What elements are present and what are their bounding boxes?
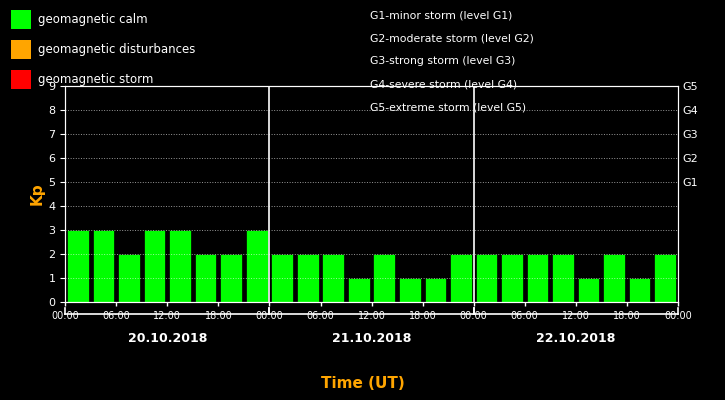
Bar <box>450 254 472 302</box>
Bar <box>67 230 89 302</box>
Text: geomagnetic calm: geomagnetic calm <box>38 13 148 26</box>
Bar <box>144 230 165 302</box>
Text: geomagnetic disturbances: geomagnetic disturbances <box>38 43 196 56</box>
Bar <box>220 254 242 302</box>
Text: G5-extreme storm (level G5): G5-extreme storm (level G5) <box>370 103 526 113</box>
Bar <box>501 254 523 302</box>
Text: G2-moderate storm (level G2): G2-moderate storm (level G2) <box>370 33 534 43</box>
Y-axis label: Kp: Kp <box>29 183 44 205</box>
Bar <box>297 254 318 302</box>
Bar <box>246 230 268 302</box>
Text: G4-severe storm (level G4): G4-severe storm (level G4) <box>370 80 517 90</box>
Bar <box>578 278 600 302</box>
Bar <box>169 230 191 302</box>
Bar <box>271 254 293 302</box>
Bar <box>93 230 115 302</box>
Text: G1-minor storm (level G1): G1-minor storm (level G1) <box>370 10 512 20</box>
Bar <box>118 254 140 302</box>
Text: Time (UT): Time (UT) <box>320 376 405 392</box>
Bar <box>603 254 625 302</box>
Bar <box>399 278 420 302</box>
Bar <box>348 278 370 302</box>
Bar <box>476 254 497 302</box>
Bar <box>629 278 650 302</box>
Bar <box>323 254 344 302</box>
Bar <box>195 254 217 302</box>
Text: geomagnetic storm: geomagnetic storm <box>38 73 154 86</box>
Text: 21.10.2018: 21.10.2018 <box>332 332 411 344</box>
Text: 22.10.2018: 22.10.2018 <box>536 332 616 344</box>
Text: 20.10.2018: 20.10.2018 <box>128 332 207 344</box>
Bar <box>373 254 395 302</box>
Bar <box>526 254 548 302</box>
Text: G3-strong storm (level G3): G3-strong storm (level G3) <box>370 56 515 66</box>
Bar <box>425 278 446 302</box>
Bar <box>552 254 574 302</box>
Bar <box>654 254 676 302</box>
